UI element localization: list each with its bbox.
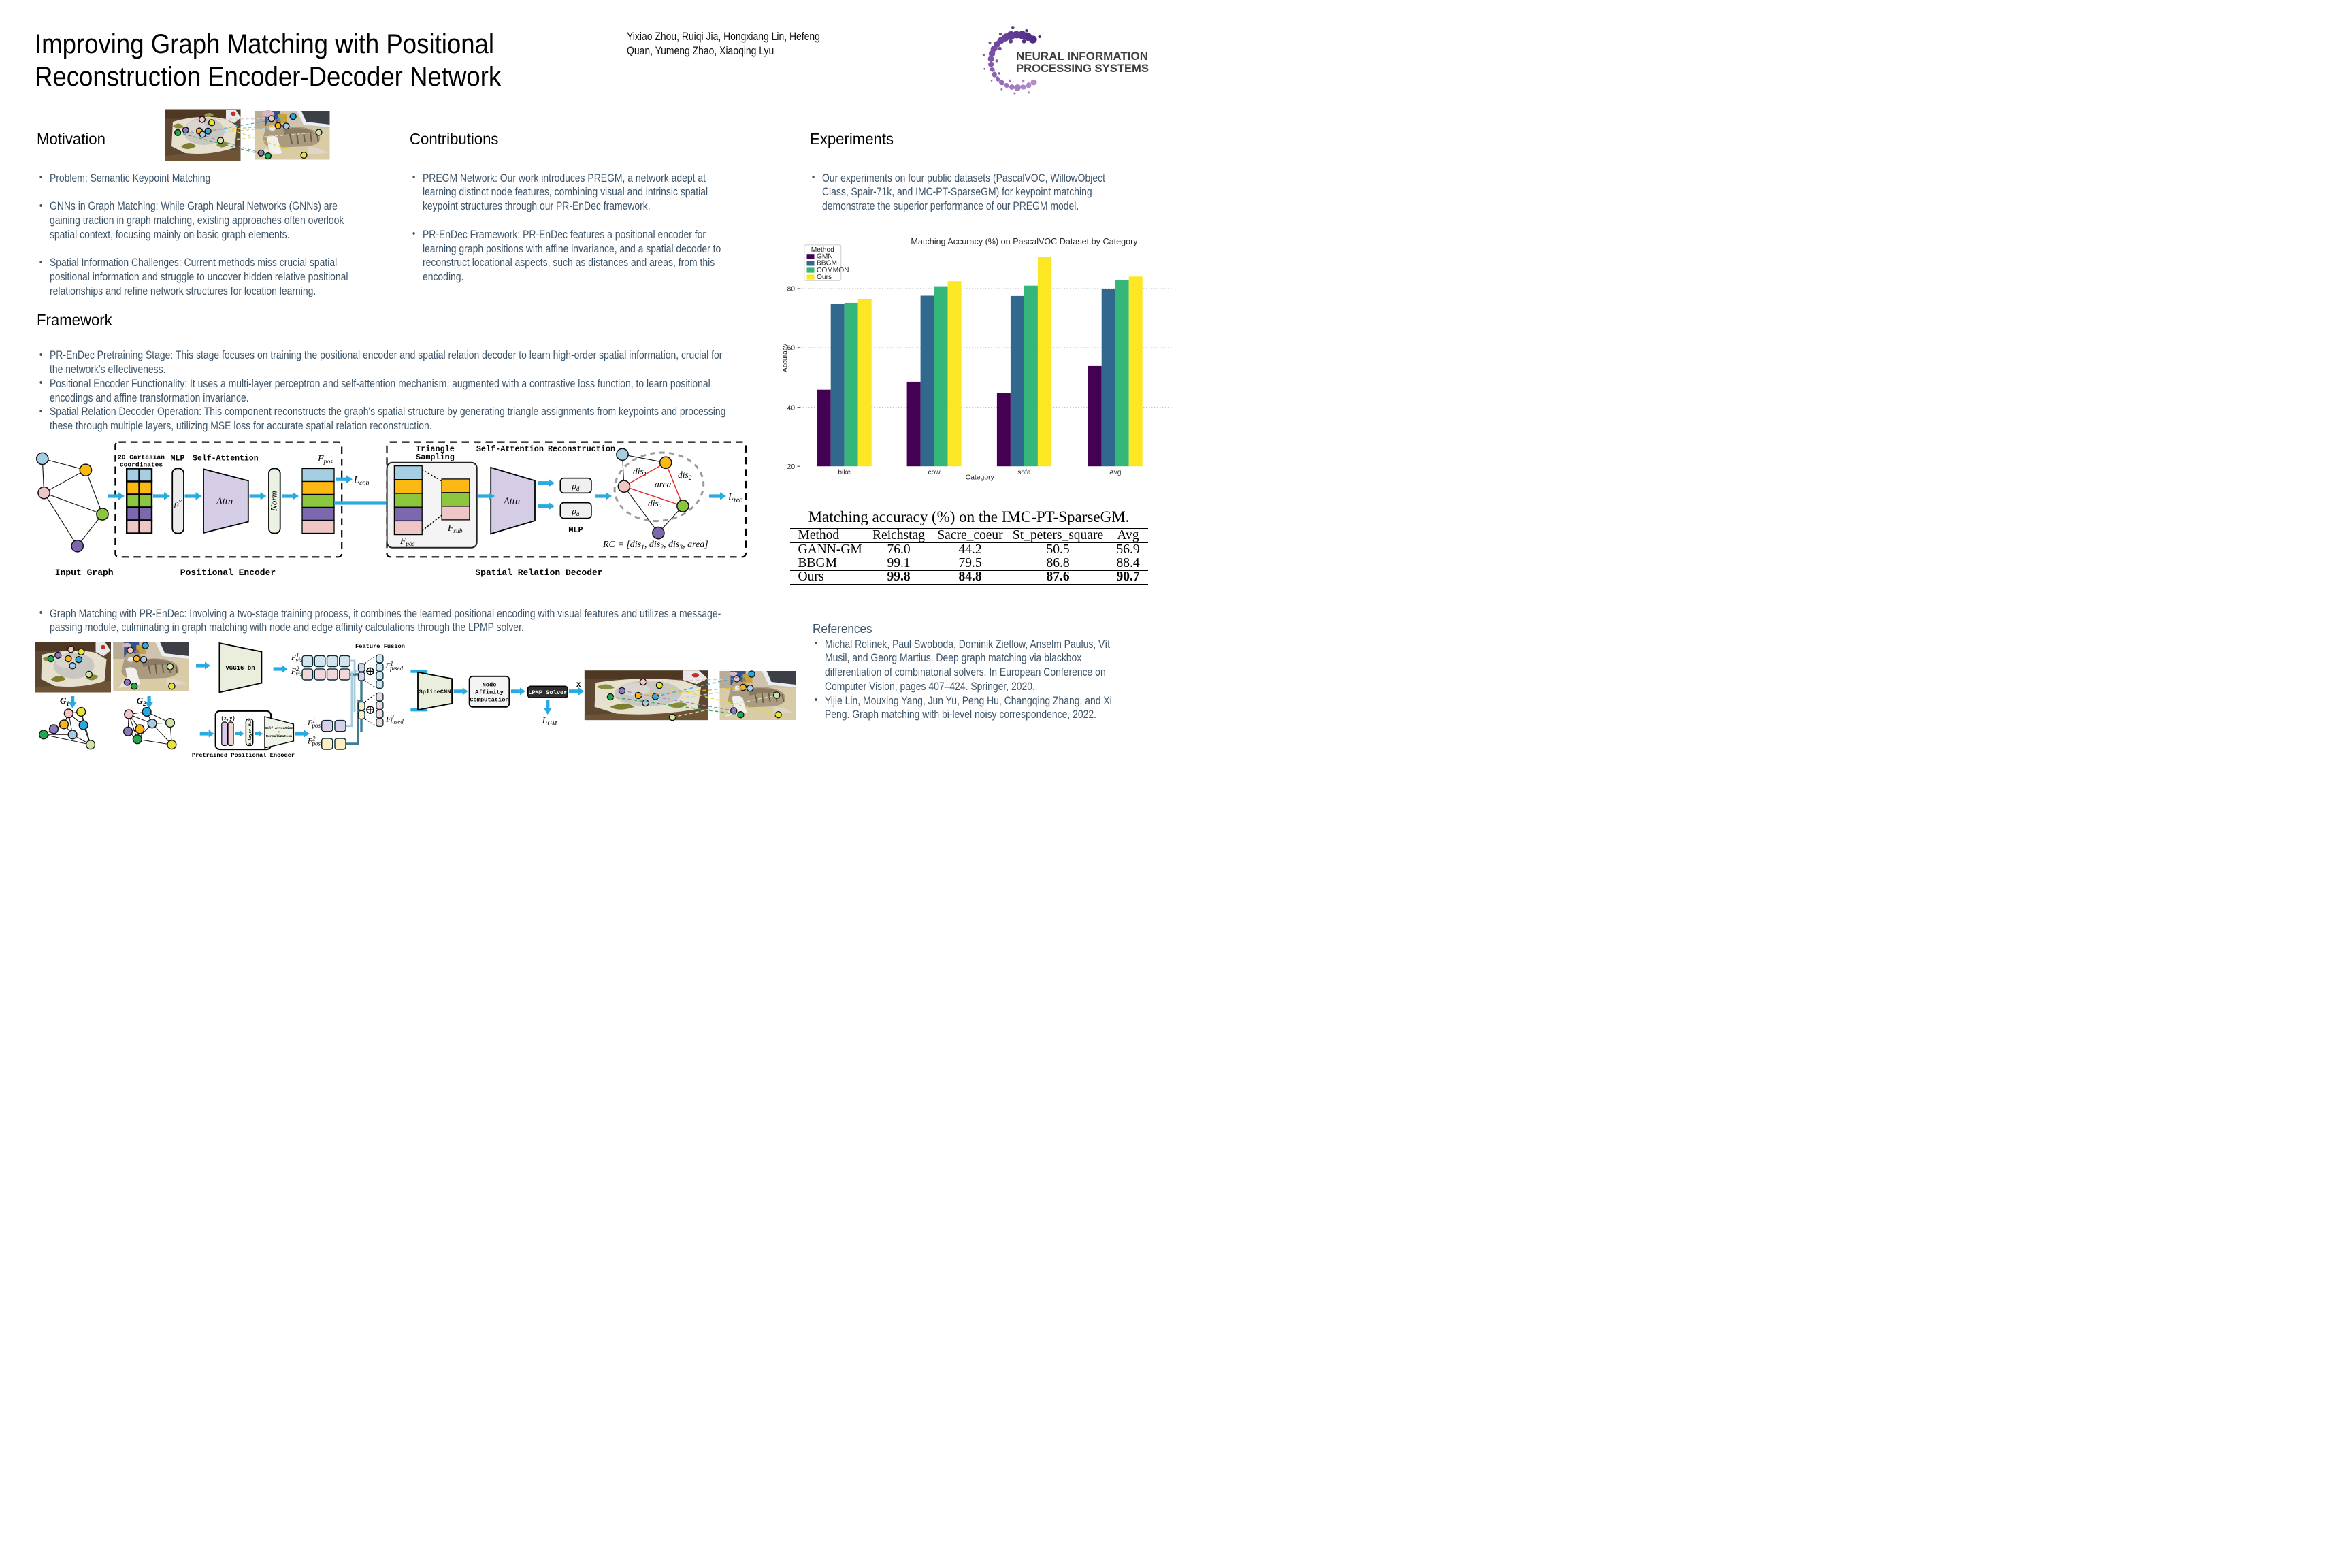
svg-text:Method: Method [811, 246, 834, 254]
svg-text:Avg: Avg [1109, 469, 1122, 476]
svg-text:GMN: GMN [817, 253, 833, 261]
svg-text:G2: G2 [137, 696, 146, 707]
svg-text:ρv: ρv [174, 497, 181, 508]
svg-text:Lcon: Lcon [353, 475, 370, 487]
svg-text:Ours: Ours [817, 274, 832, 281]
svg-text:+: + [278, 731, 280, 734]
svg-text:MLP: MLP [171, 455, 185, 463]
svg-text:RC = [dis1, dis2, dis3, area]: RC = [dis1, dis2, dis3, area] [602, 540, 708, 551]
svg-text:Category: Category [966, 474, 995, 482]
svg-text:Feature Fusion: Feature Fusion [355, 643, 405, 650]
svg-text:Accuracy: Accuracy [783, 343, 789, 372]
svg-text:Triangle: Triangle [416, 444, 455, 454]
svg-text:Pretrained Positional Encoder: Pretrained Positional Encoder [192, 752, 295, 759]
svg-text:G1: G1 [60, 696, 69, 707]
svg-text:Input Graph: Input Graph [55, 568, 114, 578]
svg-text:80: 80 [787, 286, 796, 293]
svg-text:LGM: LGM [542, 715, 557, 727]
svg-text:Self-Attention: Self-Attention [265, 726, 293, 730]
svg-text:Self-Attention: Self-Attention [476, 444, 544, 454]
svg-text:sofa: sofa [1017, 469, 1031, 476]
svg-text:20: 20 [787, 463, 796, 471]
svg-text:Reconstruction: Reconstruction [548, 444, 615, 454]
svg-text:COMMON: COMMON [817, 267, 849, 274]
svg-text:NEURAL INFORMATION: NEURAL INFORMATION [1016, 50, 1148, 63]
svg-text:dis1: dis1 [633, 466, 647, 478]
svg-text:BBGM: BBGM [817, 260, 837, 267]
svg-text:60: 60 [787, 345, 796, 353]
svg-text:40: 40 [787, 404, 796, 412]
svg-text:VGG16_bn: VGG16_bn [225, 665, 255, 672]
svg-text:SplineCNN: SplineCNN [419, 689, 451, 696]
svg-text:Lrec: Lrec [728, 492, 742, 504]
svg-text:Norm: Norm [269, 491, 279, 512]
svg-text:coordinates: coordinates [120, 461, 163, 469]
svg-text:Node: Node [483, 682, 497, 689]
svg-text:Computation: Computation [470, 697, 508, 704]
svg-text:Affinity: Affinity [475, 689, 504, 696]
svg-text:LPMP Solver: LPMP Solver [528, 689, 567, 696]
svg-text:Spatial Relation Decoder: Spatial Relation Decoder [475, 568, 602, 578]
svg-text:Fpos: Fpos [317, 454, 333, 466]
svg-text:2-layer MLP: 2-layer MLP [248, 719, 252, 745]
svg-text:Attn: Attn [503, 496, 520, 507]
svg-text:Matching Accuracy (%) on Pasca: Matching Accuracy (%) on PascalVOC Datas… [911, 237, 1138, 246]
svg-text:bike: bike [838, 469, 851, 476]
svg-text:dis2: dis2 [678, 470, 692, 482]
svg-text:area: area [655, 479, 671, 489]
svg-text:Attn: Attn [216, 496, 233, 507]
svg-text:Self-Attention: Self-Attention [193, 455, 259, 463]
svg-text:MLP: MLP [568, 525, 583, 535]
svg-text:X: X [576, 681, 581, 689]
svg-text:Positional Encoder: Positional Encoder [180, 568, 276, 578]
svg-text:PROCESSING SYSTEMS: PROCESSING SYSTEMS [1016, 62, 1149, 75]
svg-text:cow: cow [928, 469, 941, 476]
svg-text:Normalization: Normalization [266, 734, 292, 738]
svg-text:(x,y): (x,y) [221, 717, 235, 722]
svg-text:Sampling: Sampling [416, 453, 455, 462]
svg-text:dis3: dis3 [648, 498, 662, 510]
svg-text:2D Cartesian: 2D Cartesian [118, 454, 165, 461]
